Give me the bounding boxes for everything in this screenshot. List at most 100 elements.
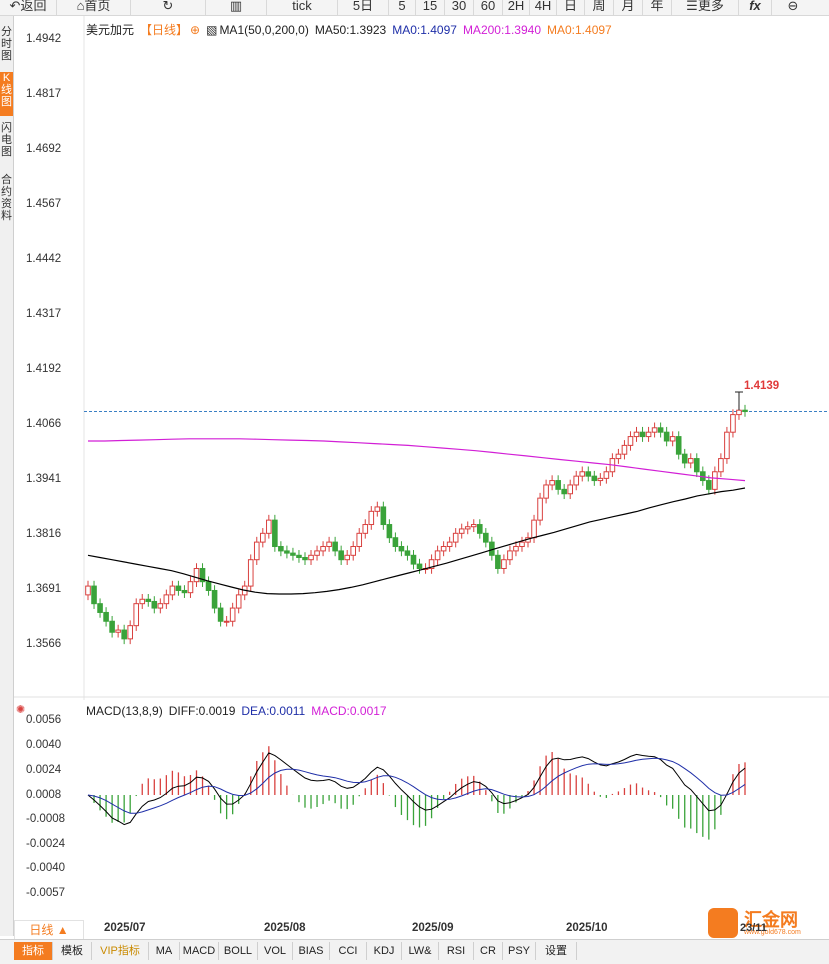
tab-settings[interactable]: 设置 [536, 942, 577, 960]
tab-kdj[interactable]: KDJ [367, 942, 402, 960]
candle [259, 532, 266, 543]
tab-templates[interactable]: 模板 [53, 942, 92, 960]
candle [687, 458, 694, 464]
tab-boll[interactable]: BOLL [219, 942, 258, 960]
candle [543, 484, 549, 499]
macd-tick: -0.0057 [26, 887, 66, 899]
candle [657, 427, 664, 433]
period-15min[interactable]: 15 [416, 0, 445, 15]
current-date-label: 23/11 [740, 922, 767, 934]
ma50-line [87, 487, 746, 595]
candle [537, 497, 543, 521]
macd-settings-icon[interactable]: ✺ [16, 704, 26, 716]
tab-indicators[interactable]: 指标 [14, 942, 53, 960]
price-tick: 1.4942 [26, 33, 62, 45]
candle [356, 532, 363, 548]
candle [585, 471, 592, 477]
macd-tick: 0.0008 [26, 789, 62, 801]
tab-vip[interactable]: VIP指标 [92, 942, 149, 960]
tab-cci[interactable]: CCI [330, 942, 367, 960]
price-tick: 1.4317 [26, 308, 62, 320]
price-tick: 1.4066 [26, 418, 62, 430]
candle [519, 541, 525, 548]
tab-rsi[interactable]: RSI [439, 942, 474, 960]
candle [724, 431, 730, 460]
period-4h[interactable]: 4H [530, 0, 557, 15]
price-tick: 1.3941 [26, 473, 62, 485]
home-button[interactable]: ⌂首页 [57, 0, 131, 15]
candle [555, 480, 561, 490]
tab-vol[interactable]: VOL [258, 942, 293, 960]
candle [386, 524, 393, 539]
dea-line [87, 757, 746, 814]
period-5min[interactable]: 5 [389, 0, 416, 15]
period-day[interactable]: 日 [557, 0, 585, 15]
formula-button[interactable]: fx [739, 0, 772, 15]
candle [169, 585, 176, 596]
candle [464, 526, 471, 530]
refresh-button[interactable]: ↻ [131, 0, 206, 15]
logo-name: 汇金网 [744, 910, 798, 930]
bottom-tabs: 指标 模板 VIP指标 MA MACD BOLL VOL BIAS CCI KD… [0, 939, 829, 964]
candle [91, 585, 97, 605]
logo-icon [708, 908, 738, 938]
zoom-out-icon: ⊖ [787, 0, 799, 13]
tab-cr[interactable]: CR [474, 942, 503, 960]
candle [645, 431, 652, 438]
candle [476, 524, 483, 534]
sidebar-item-flash[interactable]: 闪电图 [1, 122, 12, 158]
candle [302, 557, 308, 561]
tab-lw[interactable]: LW& [402, 942, 439, 960]
candle [561, 488, 567, 495]
candle [452, 532, 459, 543]
candle [133, 603, 140, 627]
candle [507, 550, 513, 561]
period-selector[interactable]: 日线 ▲ [14, 920, 84, 940]
period-30min[interactable]: 30 [445, 0, 474, 15]
period-month[interactable]: 月 [614, 0, 643, 15]
tab-bias[interactable]: BIAS [293, 942, 330, 960]
macd-chart[interactable] [0, 700, 829, 940]
date-label: 2025/07 [104, 922, 146, 934]
candle [380, 506, 387, 526]
candle [320, 546, 326, 552]
tick-button[interactable]: tick [267, 0, 338, 15]
period-label: 【日线】 [140, 23, 189, 37]
crosshair-icon[interactable]: ⊕ [190, 23, 201, 37]
period-week[interactable]: 周 [585, 0, 614, 15]
tab-macd[interactable]: MACD [180, 942, 219, 960]
ma-settings-icon[interactable]: ▧ [206, 23, 218, 37]
sidebar-item-contract[interactable]: 合约资料 [1, 174, 12, 222]
zoom-out-button[interactable]: ⊖ [772, 0, 814, 15]
period-2h[interactable]: 2H [503, 0, 530, 15]
candle [290, 552, 296, 556]
tab-psy[interactable]: PSY [503, 942, 536, 960]
sidebar-item-kline[interactable]: K线图 [0, 72, 13, 116]
candle [627, 436, 634, 446]
candle [398, 546, 405, 552]
price-tick: 1.4442 [26, 253, 62, 265]
more-button[interactable]: ☰更多 [672, 0, 739, 15]
back-button[interactable]: ↶返回 [0, 0, 57, 15]
candle [278, 546, 284, 552]
candle [597, 477, 604, 482]
candle [145, 598, 152, 602]
chart-type-button[interactable]: ▥ [206, 0, 267, 15]
period-60min[interactable]: 60 [474, 0, 503, 15]
candle [531, 519, 537, 539]
candle [706, 480, 712, 490]
period-5day[interactable]: 5日 [338, 0, 389, 15]
sidebar-item-timeline[interactable]: 分时图 [1, 26, 12, 62]
left-sidebar: 分时图 K线图 闪电图 合约资料 [0, 16, 14, 936]
candle [199, 567, 206, 583]
candle [139, 598, 146, 605]
tab-ma[interactable]: MA [149, 942, 180, 960]
candle [736, 409, 742, 416]
price-tick: 1.3691 [26, 583, 62, 595]
price-chart[interactable] [0, 0, 829, 700]
period-year[interactable]: 年 [643, 0, 672, 15]
symbol-name: 美元加元 [86, 23, 135, 37]
last-price-label: 1.4139 [744, 380, 780, 392]
candle [675, 436, 682, 455]
candle [404, 550, 411, 556]
